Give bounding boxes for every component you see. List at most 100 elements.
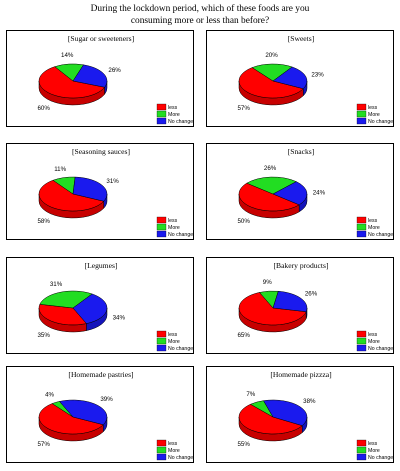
legend-swatch-more [356, 223, 367, 231]
pie-panel-sugar-or-sweeteners-svg: [Sugar or sweeteners] 60% 14% 26% lessMoreNo… [37, 34, 193, 125]
pie-label-less: 57% [37, 441, 50, 448]
pie-title: [Sweets] [288, 34, 315, 43]
pie-label-no-change: 26% [108, 67, 121, 74]
pie-slice-less [38, 304, 87, 326]
pie-slice-no-change [72, 176, 108, 202]
pie-label-less: 35% [37, 332, 50, 339]
pie-label-more: 9% [263, 279, 272, 286]
pie-label-more: 4% [45, 392, 54, 399]
pie-label-less: 65% [237, 332, 250, 339]
legend-label-more: More [168, 225, 180, 231]
legend-swatch-less [156, 216, 167, 224]
legend-label-less: less [168, 218, 178, 224]
legend-label-no-change: No change [168, 455, 193, 461]
pie-label-less: 60% [37, 105, 50, 112]
legend-label-less: less [368, 218, 378, 224]
pie-slice-less [38, 66, 106, 99]
pie-label-no-change: 24% [313, 189, 326, 196]
legend-label-less: less [368, 105, 378, 111]
pie-title: [Homemade pizzza] [270, 370, 331, 379]
legend-label-more: More [368, 448, 380, 454]
pie-label-less: 50% [237, 218, 250, 225]
legend-swatch-more [356, 110, 367, 118]
pie-slice-more [39, 290, 93, 309]
pie-label-more: 7% [246, 391, 255, 398]
pie-slice-no-change [272, 290, 308, 312]
legend-label-less: less [368, 441, 378, 447]
pie-slice-less [238, 182, 300, 212]
legend-swatch-no-change [156, 117, 167, 125]
pie-label-less: 57% [237, 105, 250, 112]
pie-slice-no-change [263, 399, 308, 426]
pie-slice-less [238, 403, 303, 435]
legend-swatch-no-change [356, 453, 367, 461]
legend-swatch-more [356, 446, 367, 454]
pie-slice-no-change [72, 293, 108, 324]
legend-label-less: less [168, 441, 178, 447]
pie-slice-no-change [59, 399, 108, 425]
legend-label-no-change: No change [368, 232, 393, 238]
legend-swatch-less [156, 439, 167, 447]
legend-swatch-less [156, 103, 167, 111]
figure-title-line-1: During the lockdown period, which of the… [90, 4, 310, 14]
pie-label-no-change: 39% [100, 396, 113, 403]
pie-label-more: 20% [265, 52, 278, 59]
legend-swatch-less [356, 439, 367, 447]
pie-slice-no-change [72, 64, 108, 88]
pie-panel-homemade-pizzza: [Homemade pizzza] 55% 7% 38% less More No chan… [206, 366, 394, 463]
legend-label-less: less [168, 105, 178, 111]
pie-panel-legumes: [Legumes] 35% 31% 34% less More No change [6, 257, 194, 354]
legend-swatch-less [356, 103, 367, 111]
legend-swatch-more [356, 337, 367, 345]
pie-label-no-change: 31% [106, 178, 119, 185]
pie-label-less: 58% [37, 218, 50, 225]
legend-swatch-no-change [356, 344, 367, 352]
legend-label-no-change: No change [168, 119, 193, 125]
pie-slice-more [251, 63, 293, 82]
pie-label-no-change: 26% [305, 290, 318, 297]
legend-swatch-more [156, 337, 167, 345]
legend-swatch-more [156, 223, 167, 231]
pie-slice-more [246, 176, 297, 195]
pie-slice-less [238, 292, 307, 326]
pie-panel-sweets: [Sweets] 57% 20% 23% less More No change [206, 30, 394, 127]
pie-panel-seasoning-sauces: [Seasoning sauces] 58% 11% 31% less More No ch… [6, 143, 194, 240]
pie-slice-less [38, 403, 104, 435]
legend-label-less: less [368, 332, 378, 338]
legend-label-no-change: No change [368, 455, 393, 461]
pie-panel-snacks: [Snacks] 50% 26% 24% less More No change [206, 143, 394, 240]
legend-swatch-more [156, 446, 167, 454]
pie-panel-bakery-products: [Bakery products] 65% 9% 26% less More No chan… [206, 257, 394, 354]
pie-label-more: 26% [264, 165, 277, 172]
pie-panel-sugar-or-sweeteners: [Sugar or sweeteners] 60% 14% 26% less More No… [6, 30, 194, 127]
legend-label-more: More [368, 112, 380, 118]
legend-label-no-change: No change [368, 119, 393, 125]
legend-label-less: less [168, 332, 178, 338]
pie-slice-no-change [272, 181, 308, 206]
pie-label-more: 11% [54, 166, 66, 173]
pie-title: [Bakery products] [273, 261, 328, 270]
pie-title: [Snacks] [288, 147, 315, 156]
pie-panel-homemade-pastries: [Homemade pastries] 57% 4% 39% less More No ch… [6, 366, 194, 463]
pie-label-no-change: 34% [113, 314, 126, 321]
legend-swatch-no-change [156, 230, 167, 238]
pie-label-more: 14% [61, 52, 74, 59]
legend-label-no-change: No change [168, 232, 193, 238]
legend-swatch-less [156, 330, 167, 338]
legend-label-more: More [168, 339, 180, 345]
legend-swatch-less [356, 330, 367, 338]
legend-swatch-no-change [156, 344, 167, 352]
legend-label-more: More [168, 448, 180, 454]
